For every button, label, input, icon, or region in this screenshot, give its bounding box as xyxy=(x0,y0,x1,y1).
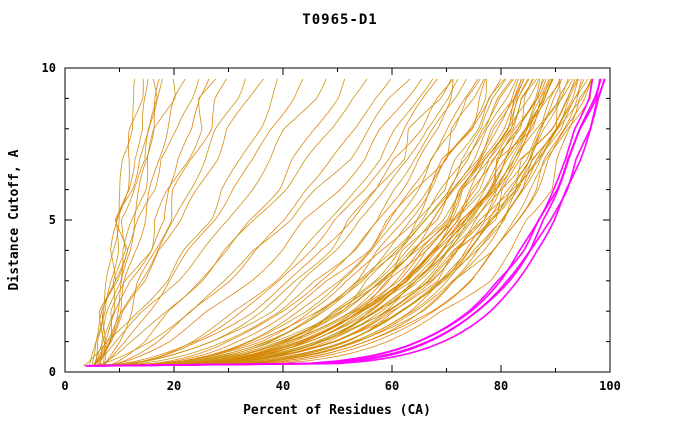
model-curve-orange xyxy=(95,78,594,367)
model-curve-orange xyxy=(95,78,543,367)
x-tick-label: 40 xyxy=(276,379,290,393)
model-curve-orange xyxy=(94,78,438,367)
model-curve-orange xyxy=(88,78,585,367)
x-tick-label: 60 xyxy=(385,379,399,393)
y-axis-label: Distance Cutoff, A xyxy=(7,149,22,290)
model-curve-orange xyxy=(91,78,200,366)
model-curve-orange xyxy=(101,78,485,367)
model-curve-orange xyxy=(90,78,486,367)
model-curve-orange xyxy=(98,78,540,367)
model-curve-orange xyxy=(97,78,368,367)
model-curve-orange xyxy=(85,78,452,367)
y-tick-label: 5 xyxy=(49,213,56,227)
model-curve-orange xyxy=(103,78,210,367)
model-curve-orange xyxy=(90,78,563,367)
model-curve-orange xyxy=(96,78,487,367)
model-curve-magenta xyxy=(89,78,601,367)
model-curve-orange xyxy=(93,78,158,367)
model-curve-orange xyxy=(103,78,423,367)
x-tick-label: 0 xyxy=(61,379,68,393)
model-curve-orange xyxy=(88,78,505,367)
model-curve-orange xyxy=(99,78,176,366)
model-curve-orange xyxy=(92,78,246,367)
model-curve-orange xyxy=(103,78,227,367)
model-curve-orange xyxy=(87,78,538,367)
axis-frame xyxy=(64,67,611,373)
model-curve-orange xyxy=(100,78,534,367)
model-curve-orange xyxy=(99,78,561,367)
plot-area: 0 20 40 60 80 100 0 5 10 xyxy=(42,61,621,393)
x-tick-label: 100 xyxy=(599,379,621,393)
model-curve-orange xyxy=(82,78,278,367)
x-tick-label: 80 xyxy=(494,379,508,393)
model-curve-orange xyxy=(97,78,186,367)
model-curve-orange xyxy=(102,78,304,367)
model-curve-orange xyxy=(91,78,481,367)
model-curve-orange xyxy=(98,78,592,367)
model-curve-orange xyxy=(97,78,217,367)
model-curve-orange xyxy=(109,78,434,367)
model-curve-orange xyxy=(101,78,479,367)
model-curve-orange xyxy=(92,78,592,367)
model-curve-orange xyxy=(97,78,522,367)
model-curve-orange xyxy=(87,78,574,367)
model-curve-orange xyxy=(92,78,569,367)
model-curve-orange xyxy=(107,78,346,367)
model-curve-orange xyxy=(97,78,502,367)
chart-title: T0965-D1 xyxy=(302,12,377,28)
y-tick-label: 0 xyxy=(49,365,56,379)
model-curve-orange xyxy=(91,78,550,367)
model-curve-orange xyxy=(95,78,160,367)
model-curve-orange xyxy=(94,78,264,367)
model-curve-orange xyxy=(89,78,467,367)
model-curve-magenta xyxy=(93,78,602,367)
model-curve-orange xyxy=(94,78,411,367)
model-curve-orange xyxy=(93,78,541,367)
model-curve-orange xyxy=(91,78,327,367)
model-curve-orange xyxy=(93,78,580,367)
model-curve-orange xyxy=(97,78,589,367)
y-tick-label: 10 xyxy=(42,61,56,75)
model-curve-orange xyxy=(90,78,545,367)
model-curve-orange xyxy=(90,78,529,367)
model-curve-orange xyxy=(90,78,513,367)
model-curve-magenta xyxy=(93,78,606,367)
model-curve-orange xyxy=(101,78,554,367)
model-curve-orange xyxy=(95,78,517,367)
model-curve-orange xyxy=(96,78,515,367)
model-curve-orange xyxy=(95,78,459,367)
model-curve-orange xyxy=(98,78,525,367)
x-axis-label: Percent of Residues (CA) xyxy=(243,403,431,418)
model-curve-orange xyxy=(94,78,592,367)
x-tick-label: 20 xyxy=(167,379,181,393)
model-curve-orange xyxy=(97,78,454,367)
model-curve-orange xyxy=(97,78,578,367)
